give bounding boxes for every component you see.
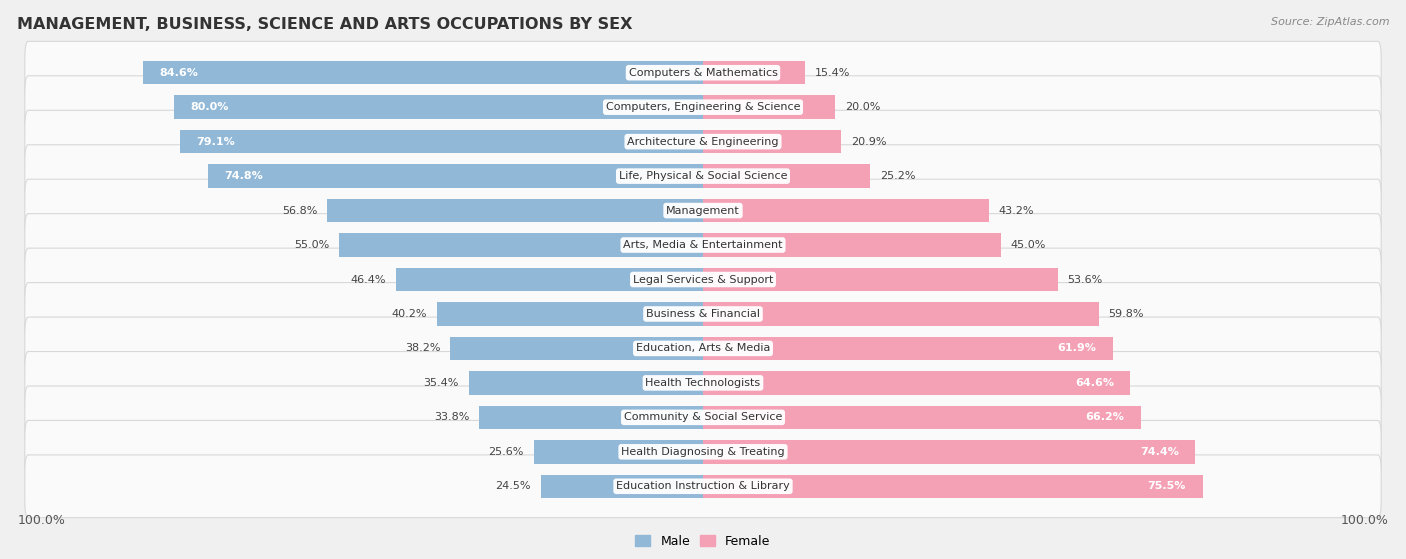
- Bar: [174, 96, 703, 119]
- Bar: [703, 371, 1130, 395]
- Text: MANAGEMENT, BUSINESS, SCIENCE AND ARTS OCCUPATIONS BY SEX: MANAGEMENT, BUSINESS, SCIENCE AND ARTS O…: [17, 17, 633, 32]
- Text: Community & Social Service: Community & Social Service: [624, 413, 782, 423]
- FancyBboxPatch shape: [25, 179, 1381, 242]
- Bar: [339, 233, 703, 257]
- Bar: [703, 475, 1202, 498]
- Bar: [703, 233, 1001, 257]
- Text: 43.2%: 43.2%: [998, 206, 1035, 216]
- Bar: [703, 199, 988, 222]
- Text: 74.4%: 74.4%: [1140, 447, 1178, 457]
- Text: 59.8%: 59.8%: [1108, 309, 1144, 319]
- Text: 84.6%: 84.6%: [160, 68, 198, 78]
- Bar: [180, 130, 703, 153]
- Bar: [541, 475, 703, 498]
- Bar: [479, 406, 703, 429]
- Bar: [208, 164, 703, 188]
- FancyBboxPatch shape: [25, 145, 1381, 207]
- FancyBboxPatch shape: [25, 317, 1381, 380]
- Text: Life, Physical & Social Science: Life, Physical & Social Science: [619, 171, 787, 181]
- FancyBboxPatch shape: [25, 110, 1381, 173]
- Text: 75.5%: 75.5%: [1147, 481, 1187, 491]
- Bar: [468, 371, 703, 395]
- FancyBboxPatch shape: [25, 420, 1381, 483]
- Text: 25.6%: 25.6%: [488, 447, 523, 457]
- FancyBboxPatch shape: [25, 41, 1381, 104]
- Text: Health Diagnosing & Treating: Health Diagnosing & Treating: [621, 447, 785, 457]
- Text: 79.1%: 79.1%: [197, 136, 235, 146]
- Bar: [703, 440, 1195, 463]
- Bar: [703, 302, 1098, 326]
- Text: Computers & Mathematics: Computers & Mathematics: [628, 68, 778, 78]
- Bar: [143, 61, 703, 84]
- Text: 38.2%: 38.2%: [405, 343, 440, 353]
- Bar: [703, 96, 835, 119]
- Bar: [703, 268, 1057, 291]
- Text: Source: ZipAtlas.com: Source: ZipAtlas.com: [1271, 17, 1389, 27]
- FancyBboxPatch shape: [25, 248, 1381, 311]
- Bar: [703, 61, 804, 84]
- FancyBboxPatch shape: [25, 214, 1381, 276]
- Bar: [703, 406, 1142, 429]
- Text: 66.2%: 66.2%: [1085, 413, 1125, 423]
- Text: Business & Financial: Business & Financial: [645, 309, 761, 319]
- Bar: [534, 440, 703, 463]
- Text: 55.0%: 55.0%: [294, 240, 329, 250]
- Text: 45.0%: 45.0%: [1011, 240, 1046, 250]
- Text: Education, Arts & Media: Education, Arts & Media: [636, 343, 770, 353]
- Bar: [437, 302, 703, 326]
- Text: 61.9%: 61.9%: [1057, 343, 1097, 353]
- Legend: Male, Female: Male, Female: [630, 530, 776, 553]
- Text: 80.0%: 80.0%: [190, 102, 229, 112]
- FancyBboxPatch shape: [25, 283, 1381, 345]
- Text: Computers, Engineering & Science: Computers, Engineering & Science: [606, 102, 800, 112]
- Text: 56.8%: 56.8%: [281, 206, 318, 216]
- Bar: [703, 164, 870, 188]
- Bar: [396, 268, 703, 291]
- Text: 20.0%: 20.0%: [845, 102, 880, 112]
- Text: Legal Services & Support: Legal Services & Support: [633, 274, 773, 285]
- Text: 20.9%: 20.9%: [851, 136, 887, 146]
- Text: 40.2%: 40.2%: [392, 309, 427, 319]
- Text: 53.6%: 53.6%: [1067, 274, 1102, 285]
- FancyBboxPatch shape: [25, 455, 1381, 518]
- Bar: [450, 337, 703, 360]
- Bar: [328, 199, 703, 222]
- Text: 25.2%: 25.2%: [880, 171, 915, 181]
- Text: 15.4%: 15.4%: [815, 68, 851, 78]
- Text: 46.4%: 46.4%: [350, 274, 387, 285]
- Text: 33.8%: 33.8%: [434, 413, 470, 423]
- Text: Management: Management: [666, 206, 740, 216]
- Text: 64.6%: 64.6%: [1074, 378, 1114, 388]
- Text: 35.4%: 35.4%: [423, 378, 458, 388]
- Text: Arts, Media & Entertainment: Arts, Media & Entertainment: [623, 240, 783, 250]
- Text: Health Technologists: Health Technologists: [645, 378, 761, 388]
- FancyBboxPatch shape: [25, 76, 1381, 139]
- Text: 74.8%: 74.8%: [225, 171, 263, 181]
- FancyBboxPatch shape: [25, 352, 1381, 414]
- Text: 24.5%: 24.5%: [495, 481, 531, 491]
- Bar: [703, 337, 1112, 360]
- Text: Education Instruction & Library: Education Instruction & Library: [616, 481, 790, 491]
- FancyBboxPatch shape: [25, 386, 1381, 449]
- Text: Architecture & Engineering: Architecture & Engineering: [627, 136, 779, 146]
- Bar: [703, 130, 841, 153]
